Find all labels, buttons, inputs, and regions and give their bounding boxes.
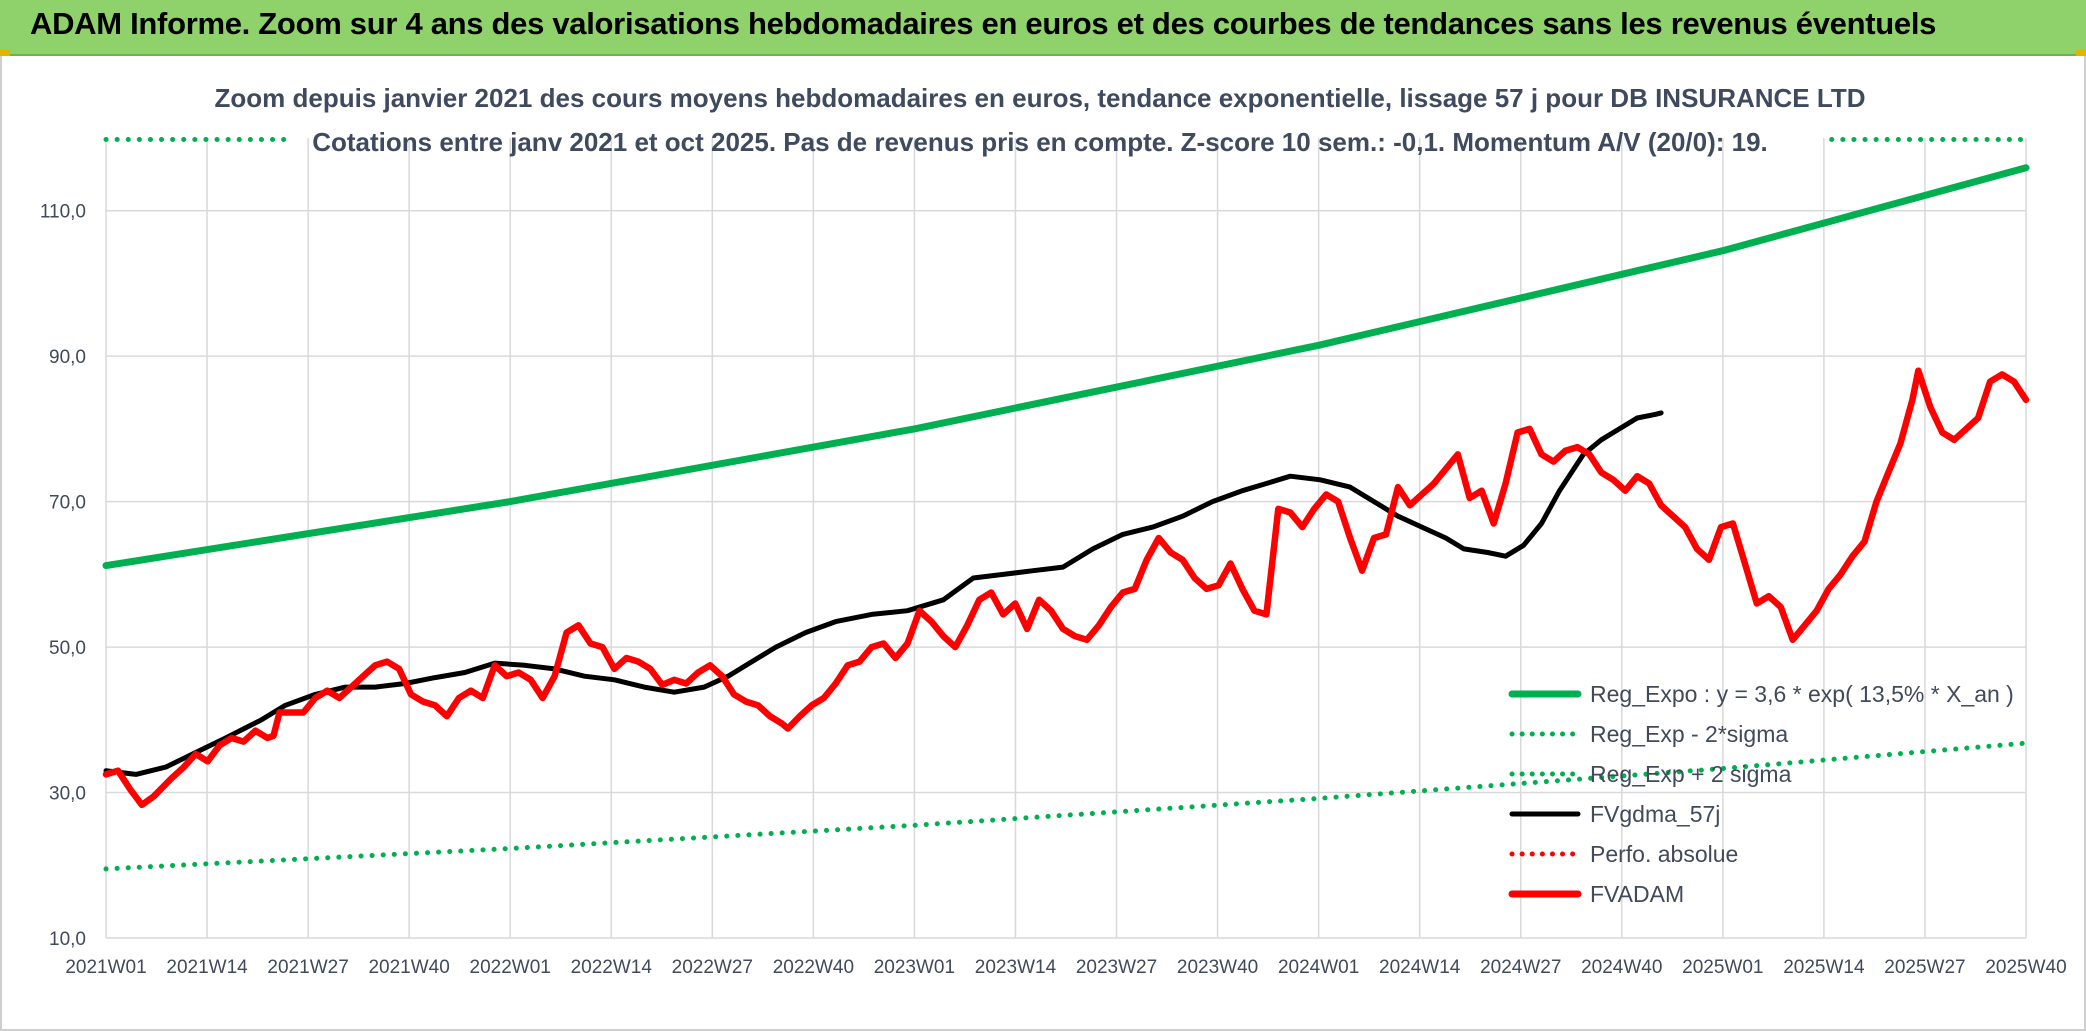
- x-tick-label: 2023W01: [874, 957, 955, 978]
- header-bar: ADAM Informe. Zoom sur 4 ans des valoris…: [0, 0, 2086, 56]
- x-tick-label: 2021W40: [368, 957, 449, 978]
- legend-label: Perfo. absolue: [1590, 841, 1738, 867]
- y-tick-label: 30,0: [49, 784, 86, 805]
- series-fvgdma-57j: [103, 410, 1664, 777]
- x-tick-label: 2024W27: [1480, 957, 1561, 978]
- x-tick-label: 2025W14: [1783, 957, 1865, 978]
- x-tick-label: 2022W01: [470, 957, 551, 978]
- x-tick-label: 2022W40: [773, 957, 854, 978]
- page-title: ADAM Informe. Zoom sur 4 ans des valoris…: [30, 6, 1937, 41]
- x-tick-label: 2021W27: [267, 957, 348, 978]
- x-tick-label: 2021W01: [65, 957, 146, 978]
- x-tick-label: 2023W40: [1177, 957, 1258, 978]
- series-fvadam: [102, 367, 2030, 809]
- x-tick-label: 2022W27: [672, 957, 753, 978]
- legend-label: FVADAM: [1590, 881, 1684, 907]
- x-tick-label: 2024W14: [1379, 957, 1461, 978]
- legend: Reg_Expo : y = 3,6 * exp( 13,5% * X_an )…: [1508, 681, 2014, 907]
- y-tick-label: 50,0: [49, 638, 86, 659]
- chart-title-line1: Zoom depuis janvier 2021 des cours moyen…: [215, 83, 1866, 113]
- header-corner-left: [0, 50, 10, 56]
- x-tick-label: 2021W14: [166, 957, 248, 978]
- chart-titles: Zoom depuis janvier 2021 des cours moyen…: [215, 58, 1866, 157]
- y-tick-label: 10,0: [49, 929, 86, 950]
- axis: 10,0 30,0 50,0 70,0 90,0 110,0 2021W01 2021W14 2…: [40, 202, 2067, 978]
- chart-title-line2: Cotations entre janv 2021 et oct 2025. P…: [312, 127, 1768, 157]
- legend-label: Reg_Exp - 2*sigma: [1590, 721, 1788, 747]
- series-reg-expo: [102, 164, 2030, 570]
- x-tick-label: 2022W14: [571, 957, 653, 978]
- legend-label: FVgdma_57j: [1590, 801, 1720, 827]
- series-reg-minus-2sigma: [103, 740, 2029, 872]
- title-background: [290, 58, 1790, 134]
- header-corner-right: [2076, 50, 2086, 56]
- x-tick-label: 2025W01: [1682, 957, 1763, 978]
- legend-label: Reg_Exp + 2 sigma: [1590, 761, 1792, 787]
- y-tick-label: 90,0: [49, 347, 86, 368]
- grid: [105, 138, 2027, 939]
- x-tick-label: 2023W27: [1076, 957, 1157, 978]
- x-tick-label: 2024W01: [1278, 957, 1359, 978]
- x-tick-label: 2023W14: [975, 957, 1057, 978]
- x-tick-label: 2025W27: [1884, 957, 1965, 978]
- x-tick-label: 2025W40: [1985, 957, 2066, 978]
- legend-label: Reg_Expo : y = 3,6 * exp( 13,5% * X_an ): [1590, 681, 2014, 707]
- y-tick-label: 110,0: [40, 202, 86, 223]
- x-tick-label: 2024W40: [1581, 957, 1662, 978]
- series: [102, 137, 2030, 872]
- y-tick-label: 70,0: [49, 493, 86, 514]
- chart: 10,0 30,0 50,0 70,0 90,0 110,0 2021W01 2021W14 2…: [40, 58, 2067, 978]
